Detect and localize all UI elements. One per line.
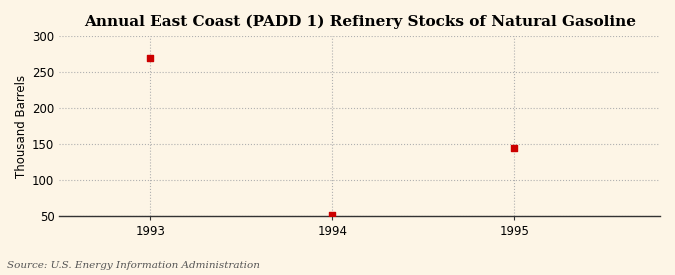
Text: Source: U.S. Energy Information Administration: Source: U.S. Energy Information Administ…: [7, 260, 260, 270]
Point: [509, 146, 520, 150]
Title: Annual East Coast (PADD 1) Refinery Stocks of Natural Gasoline: Annual East Coast (PADD 1) Refinery Stoc…: [84, 15, 636, 29]
Point: [145, 56, 156, 60]
Point: [327, 212, 338, 217]
Y-axis label: Thousand Barrels: Thousand Barrels: [15, 75, 28, 178]
